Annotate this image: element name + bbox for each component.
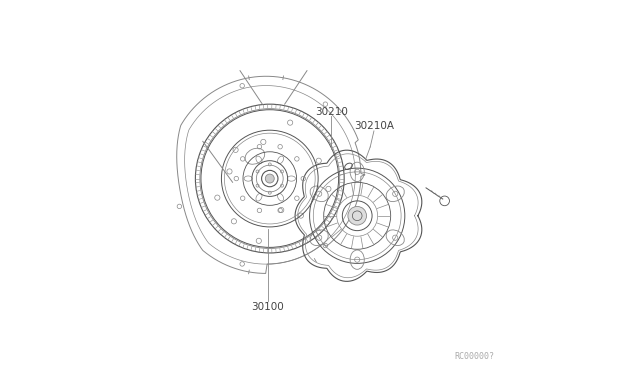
Circle shape xyxy=(348,206,367,225)
Text: 30210A: 30210A xyxy=(354,122,394,131)
Text: RC00000?: RC00000? xyxy=(455,352,495,361)
Text: 30100: 30100 xyxy=(252,302,284,312)
Circle shape xyxy=(266,174,275,183)
Text: 30210: 30210 xyxy=(315,107,348,116)
